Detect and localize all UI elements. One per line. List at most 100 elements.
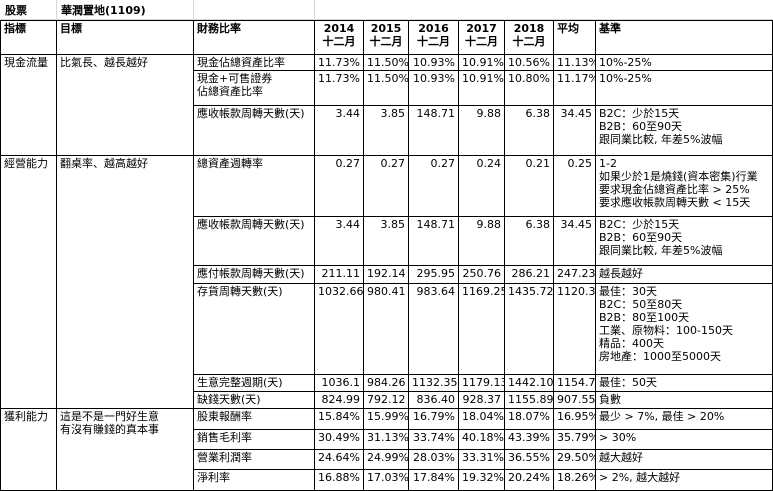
ratio-name: 現金+可售證券 佔總資產比率 (193, 70, 315, 106)
value-cell: 33.74% (408, 429, 459, 450)
col-header-year: 2017 十二月 (458, 20, 505, 55)
value-cell: 10.91% (458, 54, 505, 71)
col-header-standard: 基準 (595, 20, 773, 55)
ratio-name: 股東報酬率 (193, 408, 315, 430)
standard-cell: > 30% (595, 429, 773, 450)
value-cell: 40.18% (458, 429, 505, 450)
value-cell: 10.93% (408, 70, 459, 106)
value-cell: 1032.66 (314, 283, 364, 375)
value-cell: 43.39% (504, 429, 554, 450)
col-header-year: 2018 十二月 (504, 20, 554, 55)
ratio-name: 應付帳款周轉天數(天) (193, 265, 315, 284)
standard-cell: 10%-25% (595, 70, 773, 106)
value-cell: 983.64 (408, 283, 459, 375)
ratio-name: 生意完整週期(天) (193, 374, 315, 392)
value-cell: 28.03% (408, 449, 459, 470)
average-cell: 29.50% (553, 449, 596, 470)
ratio-name: 營業利潤率 (193, 449, 315, 470)
value-cell: 9.88 (458, 105, 505, 156)
value-cell: 18.07% (504, 408, 554, 430)
average-cell: 16.95% (553, 408, 596, 430)
average-cell: 11.13% (553, 54, 596, 71)
value-cell: 18.04% (458, 408, 505, 430)
col-header-indicator: 指標 (0, 20, 57, 55)
value-cell: 20.24% (504, 469, 554, 491)
value-cell: 824.99 (314, 391, 364, 409)
standard-cell: 1-2 如果少於1是燒錢(資本密集)行業 要求現金佔總資產比率 > 25% 要求… (595, 155, 773, 217)
value-cell: 3.44 (314, 216, 364, 266)
standard-cell: > 2%, 越大越好 (595, 469, 773, 491)
value-cell: 1036.1 (314, 374, 364, 392)
value-cell: 1169.25 (458, 283, 505, 375)
standard-cell: 10%-25% (595, 54, 773, 71)
group-goal: 翻桌率、越高越好 (56, 155, 194, 409)
value-cell: 15.99% (363, 408, 409, 430)
value-cell: 1155.89 (504, 391, 554, 409)
average-cell: 35.79% (553, 429, 596, 450)
value-cell: 31.13% (363, 429, 409, 450)
ratio-name: 淨利率 (193, 469, 315, 491)
value-cell: 15.84% (314, 408, 364, 430)
value-cell: 3.85 (363, 105, 409, 156)
value-cell: 295.95 (408, 265, 459, 284)
standard-cell: 最佳：50天 (595, 374, 773, 392)
average-cell: 18.26% (553, 469, 596, 491)
value-cell: 24.64% (314, 449, 364, 470)
value-cell: 836.40 (408, 391, 459, 409)
value-cell: 11.73% (314, 70, 364, 106)
stock-label: 股票 (5, 4, 27, 17)
col-header-year: 2014 十二月 (314, 20, 364, 55)
value-cell: 36.55% (504, 449, 554, 470)
ratio-name: 存貨周轉天數(天) (193, 283, 315, 375)
value-cell: 11.50% (363, 70, 409, 106)
average-cell: 0.25 (553, 155, 596, 217)
value-cell: 984.26 (363, 374, 409, 392)
value-cell: 11.73% (314, 54, 364, 71)
value-cell: 0.27 (363, 155, 409, 217)
value-cell: 10.56% (504, 54, 554, 71)
standard-cell: 越大越好 (595, 449, 773, 470)
standard-cell: 負數 (595, 391, 773, 409)
value-cell: 16.88% (314, 469, 364, 491)
ratio-name: 應收帳款周轉天數(天) (193, 105, 315, 156)
col-header-ratio: 財務比率 (193, 20, 315, 55)
value-cell: 3.44 (314, 105, 364, 156)
value-cell: 250.76 (458, 265, 505, 284)
value-cell: 16.79% (408, 408, 459, 430)
value-cell: 1442.10 (504, 374, 554, 392)
standard-cell: 越長越好 (595, 265, 773, 284)
average-cell: 1120.34 (553, 283, 596, 375)
company-name: 華潤置地(1109) (61, 4, 146, 17)
col-header-average: 平均 (553, 20, 596, 55)
ratio-name: 應收帳款周轉天數(天) (193, 216, 315, 266)
average-cell: 11.17% (553, 70, 596, 106)
value-cell: 286.21 (504, 265, 554, 284)
standard-cell: 最佳：30天 B2C：50至80天 B2B：80至100天 工業、原物料：100… (595, 283, 773, 375)
value-cell: 9.88 (458, 216, 505, 266)
average-cell: 1154.79 (553, 374, 596, 392)
gridline (0, 19, 773, 20)
value-cell: 0.24 (458, 155, 505, 217)
standard-cell: B2C：少於15天 B2B：60至90天 跟同業比較, 年差5%波幅 (595, 105, 773, 156)
value-cell: 792.12 (363, 391, 409, 409)
value-cell: 1179.13 (458, 374, 505, 392)
value-cell: 10.93% (408, 54, 459, 71)
group-indicator: 獲利能力 (0, 408, 57, 491)
col-header-year: 2016 十二月 (408, 20, 459, 55)
value-cell: 10.80% (504, 70, 554, 106)
average-cell: 907.55 (553, 391, 596, 409)
group-indicator: 經營能力 (0, 155, 57, 409)
value-cell: 10.91% (458, 70, 505, 106)
value-cell: 1435.72 (504, 283, 554, 375)
value-cell: 192.14 (363, 265, 409, 284)
col-header-goal: 目標 (56, 20, 194, 55)
ratio-name: 缺錢天數(天) (193, 391, 315, 409)
value-cell: 0.27 (408, 155, 459, 217)
value-cell: 211.11 (314, 265, 364, 284)
value-cell: 980.41 (363, 283, 409, 375)
ratio-name: 現金佔總資產比率 (193, 54, 315, 71)
value-cell: 6.38 (504, 216, 554, 266)
group-goal: 比氣長、越長越好 (56, 54, 194, 156)
ratio-name: 銷售毛利率 (193, 429, 315, 450)
